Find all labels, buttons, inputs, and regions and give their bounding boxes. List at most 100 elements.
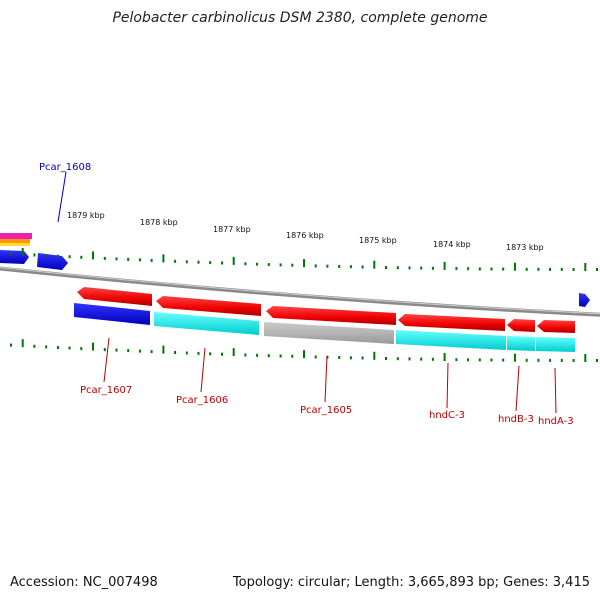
left-edge-orange-feature[interactable]: [0, 239, 30, 243]
lower-scale-tick: [80, 347, 83, 351]
lower-scale-tick: [467, 358, 470, 362]
label-pcar-1608[interactable]: Pcar_1608: [39, 162, 91, 173]
upper-scale-tick: [56, 254, 59, 258]
left-edge-blue-gene[interactable]: [0, 250, 29, 264]
lower-scale-tick: [256, 353, 259, 357]
upper-scale-tick: [232, 256, 235, 265]
gene-hndB[interactable]: [507, 336, 535, 351]
upper-scale-tick: [584, 263, 587, 271]
cds-hndC[interactable]: [398, 314, 505, 331]
label-hndB[interactable]: hndB-3: [498, 414, 534, 425]
upper-scale-tick: [174, 259, 177, 263]
lower-scale-tick: [232, 348, 235, 357]
upper-scale-tick: [92, 251, 94, 260]
label-hndA[interactable]: hndA-3: [538, 416, 574, 427]
upper-scale-tick: [326, 264, 329, 268]
upper-scale-tick: [549, 267, 552, 271]
lower-scale-tick: [138, 349, 141, 353]
lower-scale-tick: [45, 345, 48, 349]
lower-scale-tick: [408, 357, 411, 361]
label-pcar-1607[interactable]: Pcar_1607: [80, 385, 132, 396]
scale-label-1877: 1877 kbp: [213, 225, 251, 234]
scale-label-1874: 1874 kbp: [433, 240, 471, 249]
lower-scale-tick: [174, 351, 177, 354]
lower-scale-tick: [221, 352, 223, 356]
cds-pcar-1605[interactable]: [266, 306, 396, 325]
upper-scale-tick: [115, 257, 118, 261]
genome-summary-text: Topology: circular; Length: 3,665,893 bp…: [232, 575, 590, 590]
callout-line-hndB: [515, 365, 520, 412]
callout-line-pcar-1608: [57, 171, 67, 223]
upper-scale-tick: [209, 261, 212, 265]
lower-scale-tick: [431, 357, 434, 361]
upper-scale-tick: [21, 247, 24, 256]
upper-scale-tick: [361, 265, 364, 269]
lower-scale-tick: [68, 346, 71, 350]
gene-pcar-1608[interactable]: [37, 253, 68, 270]
scale-label-1878: 1878 kbp: [140, 218, 178, 227]
lower-scale-tick: [455, 358, 458, 362]
upper-scale-tick: [420, 266, 423, 270]
left-edge-yellow-feature[interactable]: [0, 243, 30, 246]
lower-scale-tick: [514, 353, 516, 362]
gene-pcar-1605[interactable]: [264, 322, 394, 344]
upper-scale-tick: [431, 266, 434, 270]
cds-pcar-1607[interactable]: [77, 287, 152, 306]
lower-scale-tick: [209, 352, 212, 356]
upper-scale-tick: [525, 267, 528, 271]
right-edge-blue-gene[interactable]: [579, 293, 590, 307]
scale-label-1879: 1879 kbp: [67, 211, 105, 220]
lower-scale-tick: [115, 348, 118, 352]
upper-scale-tick: [349, 265, 352, 269]
label-pcar-1605[interactable]: Pcar_1605: [300, 405, 352, 416]
lower-scale-tick: [56, 346, 59, 349]
genome-backbone: [0, 266, 600, 317]
upper-scale-tick: [314, 264, 317, 268]
callout-line-pcar-1606: [200, 347, 206, 393]
callout-line-pcar-1605: [324, 355, 328, 403]
cds-hndB[interactable]: [507, 319, 535, 332]
upper-scale-tick: [267, 263, 270, 267]
lower-scale-tick: [490, 358, 493, 362]
lower-scale-tick: [361, 356, 364, 360]
upper-scale-tick: [197, 260, 200, 264]
gene-pcar-1607[interactable]: [74, 303, 150, 325]
lower-scale-tick: [162, 345, 165, 354]
lower-scale-tick: [127, 349, 130, 353]
lower-scale-tick: [525, 358, 528, 362]
lower-scale-tick: [185, 351, 188, 355]
label-hndC[interactable]: hndC-3: [429, 410, 465, 421]
lower-scale-tick: [150, 350, 153, 354]
upper-scale-tick: [80, 255, 83, 259]
lower-scale-tick: [314, 355, 317, 359]
upper-scale-tick: [33, 253, 36, 257]
lower-scale-tick: [244, 353, 247, 357]
lower-scale-tick: [33, 344, 36, 348]
lower-scale-tick: [291, 354, 294, 358]
upper-scale-tick: [396, 266, 399, 270]
upper-scale-tick: [45, 254, 48, 258]
left-edge-magenta-feature[interactable]: [0, 233, 32, 239]
upper-scale-ticks: [10, 247, 598, 271]
upper-scale-tick: [572, 268, 575, 271]
accession-text: Accession: NC_007498: [10, 575, 158, 590]
cds-pcar-1606[interactable]: [156, 296, 261, 316]
upper-scale-tick: [373, 260, 376, 269]
callout-line-hndC: [446, 362, 449, 409]
cds-hndA[interactable]: [537, 320, 575, 333]
gene-hndA[interactable]: [536, 337, 575, 352]
lower-scale-tick: [373, 351, 376, 360]
lower-scale-tick: [560, 358, 563, 362]
gene-hndC[interactable]: [396, 330, 506, 350]
lower-scale-tick: [396, 357, 399, 361]
label-pcar-1606[interactable]: Pcar_1606: [176, 395, 228, 406]
lower-scale-tick: [21, 339, 24, 348]
lower-scale-tick: [279, 354, 282, 358]
gene-pcar-1606[interactable]: [154, 312, 259, 335]
upper-scale-tick: [150, 258, 153, 262]
upper-scale-tick: [455, 267, 458, 271]
genome-backbone-highlight: [0, 267, 600, 315]
upper-scale-tick: [10, 252, 12, 256]
